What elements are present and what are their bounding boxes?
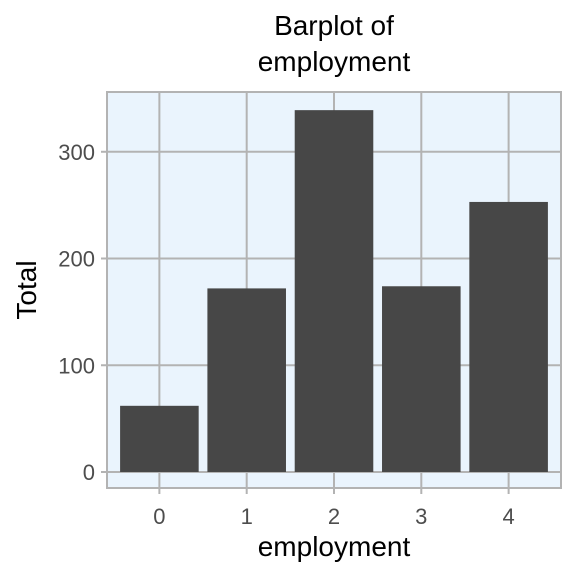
x-tick-label: 4 (502, 504, 514, 529)
y-tick-label: 300 (58, 140, 95, 165)
y-tick-label: 100 (58, 353, 95, 378)
bars (120, 110, 548, 472)
y-tick-label: 0 (83, 460, 95, 485)
bar-4 (469, 201, 548, 472)
x-axis-ticks: 0 1 2 3 4 (153, 488, 515, 529)
y-axis-label: Total (11, 260, 42, 319)
bar-1 (207, 288, 286, 472)
x-tick-label: 2 (328, 504, 340, 529)
chart-title-line-2: employment (258, 46, 411, 77)
bar-3 (382, 286, 461, 472)
chart-title-line-1: Barplot of (274, 10, 394, 41)
bar-0 (120, 405, 199, 472)
x-tick-label: 3 (415, 504, 427, 529)
bar-2 (294, 110, 374, 472)
x-axis-label: employment (258, 531, 411, 562)
y-tick-label: 200 (58, 247, 95, 272)
x-tick-label: 1 (241, 504, 253, 529)
y-axis-ticks: 0 100 200 300 (58, 140, 107, 485)
x-tick-label: 0 (153, 504, 165, 529)
